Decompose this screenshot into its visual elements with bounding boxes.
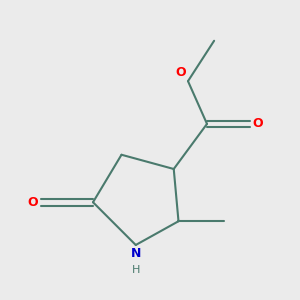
Text: O: O: [252, 117, 263, 130]
Text: O: O: [175, 66, 186, 79]
Text: H: H: [132, 265, 140, 275]
Text: O: O: [28, 196, 38, 209]
Text: N: N: [130, 248, 141, 260]
